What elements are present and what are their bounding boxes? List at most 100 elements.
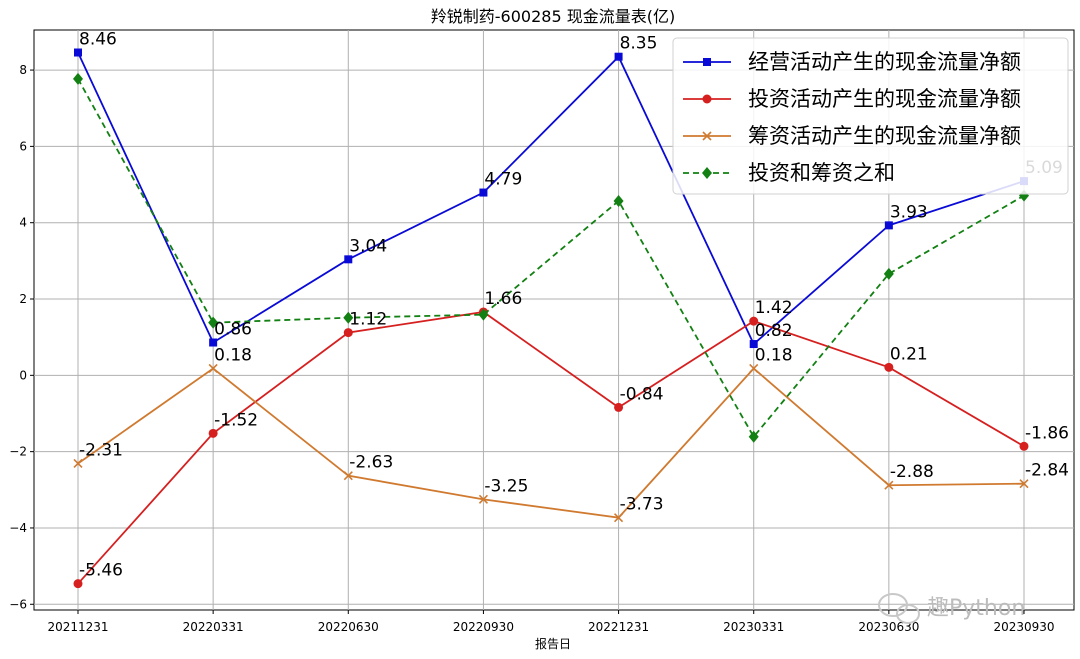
- data-point: [73, 579, 83, 589]
- data-point: [479, 188, 488, 197]
- watermark-text: 趣Python: [927, 596, 1025, 621]
- x-tick-label: 20230630: [858, 620, 919, 634]
- data-label: -2.84: [1025, 461, 1069, 481]
- data-point: [344, 255, 353, 264]
- data-label: 8.46: [79, 30, 117, 50]
- data-point: [749, 340, 758, 349]
- legend-marker: [702, 131, 712, 141]
- series-layer: [73, 48, 1029, 589]
- data-point: [884, 221, 893, 230]
- data-label: 1.12: [349, 310, 387, 330]
- data-point: [613, 194, 624, 207]
- legend-marker: [702, 167, 712, 179]
- x-marker-stroke: [1019, 479, 1029, 489]
- x-marker-stroke: [73, 458, 83, 469]
- data-point: [343, 328, 353, 338]
- data-label: 0.18: [214, 345, 252, 365]
- y-axis-ticks: −6 −4 −2 0 2 4 6 8: [9, 63, 34, 611]
- x-marker-stroke: [702, 131, 712, 141]
- data-point: [478, 494, 488, 504]
- x-marker-stroke: [614, 513, 624, 523]
- data-label: 8.35: [620, 34, 658, 54]
- series-line: [77, 52, 1025, 346]
- data-point: [74, 48, 82, 57]
- data-point: [208, 428, 218, 438]
- legend-label: 投资活动产生的现金流量净额: [748, 87, 1021, 111]
- y-tick-label: 4: [19, 216, 27, 230]
- y-tick-label: −2: [9, 445, 27, 459]
- data-point: [614, 402, 624, 412]
- legend-item-4: 投资和筹资之和: [683, 161, 895, 185]
- legend-label: 筹资活动产生的现金流量净额: [748, 124, 1021, 148]
- data-label: -1.52: [214, 410, 258, 430]
- data-label: 0.18: [755, 345, 793, 365]
- data-label: 0.21: [890, 344, 928, 364]
- data-point: [614, 52, 623, 61]
- watermark: 趣Python: [878, 593, 1025, 624]
- data-point: [1019, 441, 1029, 451]
- legend-item-2: 投资活动产生的现金流量净额: [683, 87, 1021, 111]
- x-tick-label: 20230331: [723, 620, 784, 634]
- x-marker-stroke: [343, 471, 353, 481]
- x-axis-label: 报告日: [535, 636, 571, 651]
- series-1: [74, 48, 1028, 349]
- data-point: [208, 363, 218, 374]
- data-label: -0.84: [620, 384, 664, 404]
- y-tick-label: 6: [19, 139, 27, 153]
- data-point: [614, 513, 624, 523]
- y-tick-label: −6: [9, 597, 27, 611]
- data-label: 1.66: [484, 289, 522, 309]
- data-point: [749, 316, 759, 326]
- series-line: [77, 367, 1025, 519]
- chart-title: 羚锐制药-600285 现金流量表(亿): [431, 7, 675, 26]
- data-label: 0.82: [755, 321, 793, 341]
- series-line: [77, 311, 1025, 585]
- x-tick-label: 20220630: [318, 620, 379, 634]
- y-tick-label: −4: [9, 521, 27, 535]
- x-tick-label: 20230930: [993, 620, 1054, 634]
- legend-marker: [702, 94, 712, 104]
- data-point: [343, 311, 354, 324]
- data-point: [73, 458, 83, 469]
- data-label: 4.79: [484, 170, 522, 190]
- plot-area: [33, 29, 1075, 611]
- series-2: [73, 307, 1029, 589]
- series-line: [77, 78, 1025, 439]
- data-point: [209, 338, 218, 347]
- data-point: [884, 480, 894, 490]
- y-tick-label: 2: [19, 292, 27, 306]
- data-label: 1.42: [755, 298, 793, 318]
- y-tick-label: 8: [19, 63, 27, 77]
- legend-item-1: 经营活动产生的现金流量净额: [683, 50, 1021, 74]
- x-tick-label: 20211231: [47, 620, 108, 634]
- data-label: -1.86: [1025, 423, 1069, 443]
- data-labels: 8.460.863.044.798.350.823.935.09-5.46-1.…: [79, 30, 1069, 581]
- legend-box: [672, 37, 1069, 195]
- data-label: -3.73: [620, 495, 664, 515]
- y-tick-label: 0: [19, 368, 27, 382]
- data-label: -2.31: [79, 440, 123, 460]
- x-tick-label: 20220331: [183, 620, 244, 634]
- x-tick-label: 20220930: [453, 620, 514, 634]
- data-label: -3.25: [484, 476, 528, 496]
- wechat-icon: [878, 593, 920, 624]
- x-axis-ticks: 20211231 20220331 20220630 20220930 20221231…: [47, 610, 1055, 634]
- data-label: -5.46: [79, 561, 123, 581]
- data-point: [343, 471, 353, 481]
- data-label: -2.63: [349, 453, 393, 473]
- data-point: [73, 72, 83, 85]
- legend-label: 经营活动产生的现金流量净额: [748, 50, 1021, 74]
- x-marker-stroke: [208, 363, 218, 374]
- data-label: -2.88: [890, 462, 934, 482]
- data-point: [478, 308, 489, 321]
- legend: 经营活动产生的现金流量净额投资活动产生的现金流量净额筹资活动产生的现金流量净额投…: [672, 37, 1069, 195]
- data-point: [748, 430, 759, 443]
- data-point: [208, 316, 219, 329]
- data-point: [883, 267, 894, 280]
- legend-label: 投资和筹资之和: [748, 161, 895, 185]
- legend-marker: [703, 58, 711, 66]
- data-point: [884, 362, 894, 372]
- x-marker-stroke: [478, 494, 488, 504]
- legend-item-3: 筹资活动产生的现金流量净额: [683, 124, 1021, 148]
